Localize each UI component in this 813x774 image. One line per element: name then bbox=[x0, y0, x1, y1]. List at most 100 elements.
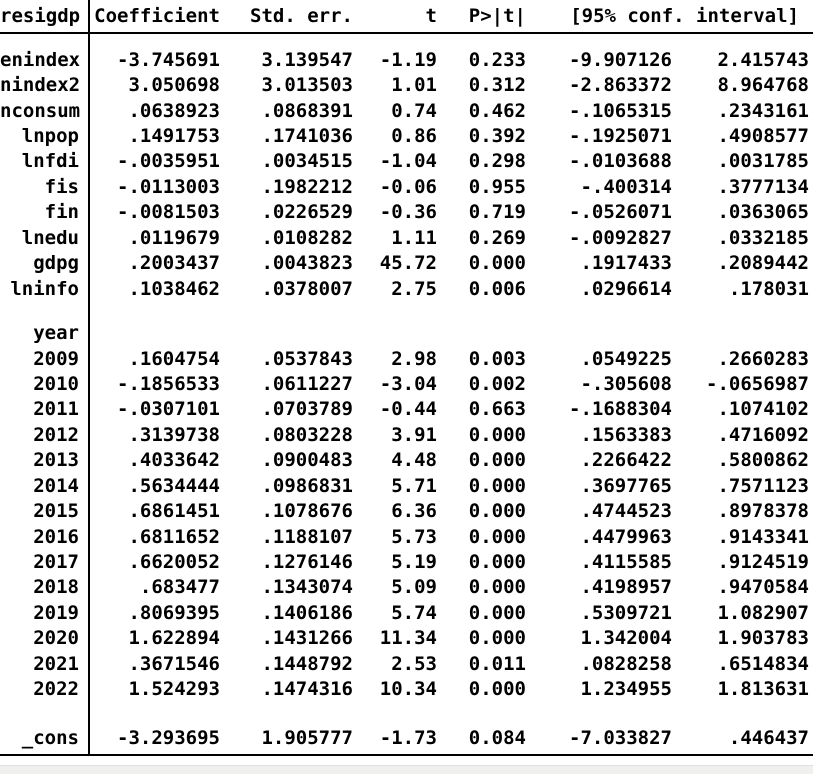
cell-coefficient: .1038462 bbox=[128, 277, 220, 300]
cell-ci-upper: .0363065 bbox=[717, 201, 809, 224]
cell-p-value: 0.003 bbox=[468, 347, 526, 370]
cell-std-err: .0537843 bbox=[261, 347, 353, 370]
table-row: 2011 -.0307101 .0703789 -0.44 0.663 -.1688304… bbox=[0, 397, 813, 422]
cell-p-value: 0.000 bbox=[468, 525, 526, 548]
cell-ci-upper: .1074102 bbox=[717, 398, 809, 421]
cell-variable: nconsum bbox=[0, 99, 81, 122]
table-row: 2009 .1604754 .0537843 2.98 0.003 .0549225 .26… bbox=[0, 346, 813, 371]
cell-t-stat: -1.19 bbox=[379, 48, 437, 71]
table-row: 2013 .4033642 .0900483 4.48 0.000 .2266422 .58… bbox=[0, 448, 813, 473]
cell-ci-lower: .4744523 bbox=[580, 500, 672, 523]
column-header-p-value: P>|t| bbox=[468, 5, 526, 27]
cell-p-value: 0.233 bbox=[468, 48, 526, 71]
cell-ci-lower: .0549225 bbox=[580, 347, 672, 370]
cell-ci-lower: .4115585 bbox=[580, 551, 672, 574]
cell-variable: 2011 bbox=[33, 398, 79, 421]
cell-coefficient: .8069395 bbox=[128, 601, 220, 624]
cell-ci-lower: .5309721 bbox=[580, 601, 672, 624]
table-row: lnpop .1491753 .1741036 0.86 0.392 -.1925071.… bbox=[0, 123, 813, 148]
cell-coefficient: -.0113003 bbox=[117, 175, 220, 198]
cell-ci-upper: .7571123 bbox=[717, 474, 809, 497]
column-header-t: t bbox=[425, 5, 437, 27]
cell-p-value: 0.000 bbox=[468, 474, 526, 497]
cell-variable: enindex bbox=[0, 48, 81, 71]
cell-t-stat: 10.34 bbox=[379, 678, 437, 701]
cell-variable: 2022 bbox=[33, 678, 79, 701]
cell-ci-lower: .1563383 bbox=[580, 423, 672, 446]
cell-std-err: .1431266 bbox=[261, 627, 353, 650]
cell-ci-lower: .3697765 bbox=[580, 474, 672, 497]
cell-p-value: 0.392 bbox=[468, 125, 526, 148]
cell-t-stat: 0.74 bbox=[391, 99, 437, 122]
cell-ci-lower: .4479963 bbox=[580, 525, 672, 548]
cell-std-err: .0900483 bbox=[261, 449, 353, 472]
table-row: 2020 1.622894 .1431266 11.34 0.000 1.342004 1.… bbox=[0, 626, 813, 651]
table-row: nconsum .0638923 .0868391 0.74 0.462 -.106531… bbox=[0, 98, 813, 123]
cell-p-value: 0.006 bbox=[468, 277, 526, 300]
cell-std-err: .0611227 bbox=[261, 372, 353, 395]
cell-variable: lnpop bbox=[21, 125, 79, 148]
cell-p-value: 0.000 bbox=[468, 551, 526, 574]
cell-t-stat: 45.72 bbox=[379, 252, 437, 275]
cell-coefficient: -3.293695 bbox=[117, 726, 220, 749]
cell-variable: year bbox=[33, 322, 79, 345]
cell-variable: 2019 bbox=[33, 601, 79, 624]
cell-ci-lower: .0296614 bbox=[580, 277, 672, 300]
cell-ci-upper: .4908577 bbox=[717, 125, 809, 148]
cell-t-stat: 2.75 bbox=[391, 277, 437, 300]
cell-coefficient: .6811652 bbox=[128, 525, 220, 548]
cell-t-stat: 3.91 bbox=[391, 423, 437, 446]
cell-ci-lower: -.1688304 bbox=[569, 398, 672, 421]
table-row: _cons -3.293695 1.905777 -1.73 0.084 -7.03382… bbox=[0, 725, 813, 750]
cell-std-err: .0043823 bbox=[261, 252, 353, 275]
cell-coefficient: .6620052 bbox=[128, 551, 220, 574]
cell-variable: lninfo bbox=[10, 277, 79, 300]
cell-variable: 2016 bbox=[33, 525, 79, 548]
cell-p-value: 0.000 bbox=[468, 500, 526, 523]
cell-p-value: 0.000 bbox=[468, 601, 526, 624]
cell-std-err: .1982212 bbox=[261, 175, 353, 198]
cell-coefficient: -.1856533 bbox=[117, 372, 220, 395]
cell-t-stat: 6.36 bbox=[391, 500, 437, 523]
horizontal-scrollbar-track[interactable] bbox=[0, 765, 813, 774]
cell-std-err: 1.905777 bbox=[261, 726, 353, 749]
cell-variable: fin bbox=[44, 201, 79, 224]
cell-p-value: 0.269 bbox=[468, 226, 526, 249]
cell-p-value: 0.084 bbox=[468, 726, 526, 749]
column-header-std-err: Std. err. bbox=[250, 5, 353, 27]
cell-ci-lower: .0828258 bbox=[580, 652, 672, 675]
cell-coefficient: .3139738 bbox=[128, 423, 220, 446]
cell-t-stat: 5.19 bbox=[391, 551, 437, 574]
cell-ci-upper: 8.964768 bbox=[717, 74, 809, 97]
cell-ci-upper: .6514834 bbox=[717, 652, 809, 675]
header-divider-line bbox=[0, 32, 813, 34]
spacer bbox=[0, 34, 813, 47]
cell-std-err: 3.013503 bbox=[261, 74, 353, 97]
cell-coefficient: -.0035951 bbox=[117, 150, 220, 173]
cell-ci-lower: -.0103688 bbox=[569, 150, 672, 173]
cell-ci-upper: .5800862 bbox=[717, 449, 809, 472]
table-row: 2019 .8069395 .1406186 5.74 0.000 .5309721 1.0… bbox=[0, 600, 813, 625]
cell-variable: 2021 bbox=[33, 652, 79, 675]
cell-p-value: 0.298 bbox=[468, 150, 526, 173]
cell-ci-lower: -.0092827 bbox=[569, 226, 672, 249]
cell-p-value: 0.000 bbox=[468, 252, 526, 275]
cell-t-stat: 5.09 bbox=[391, 576, 437, 599]
cell-t-stat: -1.73 bbox=[379, 726, 437, 749]
cell-ci-lower: 1.234955 bbox=[580, 678, 672, 701]
table-row: 2021 .3671546 .1448792 2.53 0.011 .0828258 .65… bbox=[0, 651, 813, 676]
cell-ci-lower: .4198957 bbox=[580, 576, 672, 599]
table-row: 2022 1.524293 .1474316 10.34 0.000 1.234955 1.… bbox=[0, 677, 813, 702]
cell-variable: 2013 bbox=[33, 449, 79, 472]
cell-t-stat: 5.73 bbox=[391, 525, 437, 548]
table-row: enindex -3.745691 3.139547 -1.19 0.233 -9.907… bbox=[0, 47, 813, 72]
cell-ci-upper: .0332185 bbox=[717, 226, 809, 249]
spacer-row bbox=[0, 301, 813, 320]
table-row: lnfdi -.0035951 .0034515 -1.04 0.298 -.010368… bbox=[0, 149, 813, 174]
cell-variable: 2012 bbox=[33, 423, 79, 446]
cell-ci-upper: .178031 bbox=[728, 277, 809, 300]
cell-p-value: 0.312 bbox=[468, 74, 526, 97]
cell-ci-lower: .2266422 bbox=[580, 449, 672, 472]
cell-t-stat: 5.74 bbox=[391, 601, 437, 624]
